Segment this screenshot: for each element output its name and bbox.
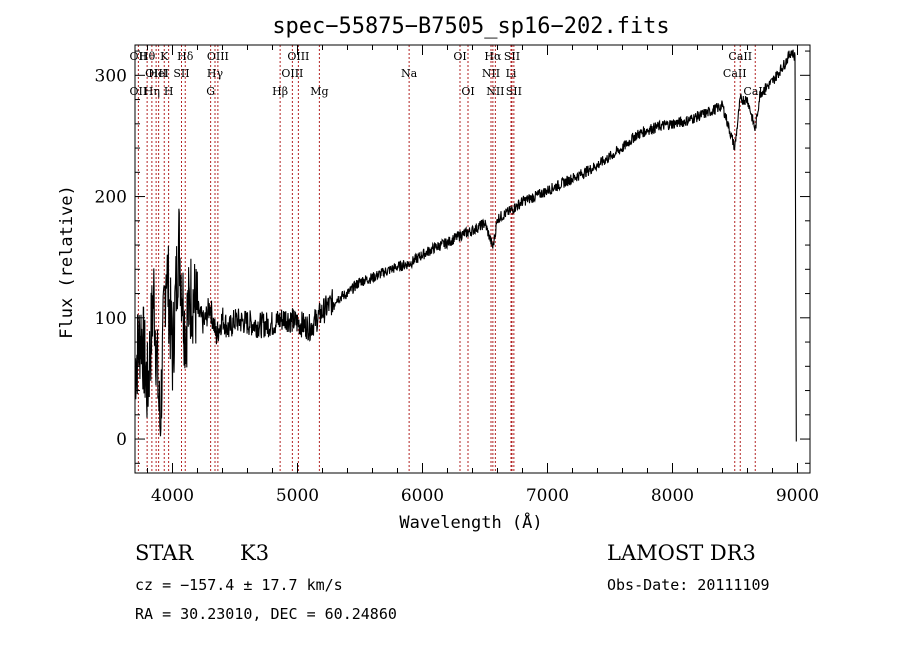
- x-axis-label: Wavelength (Å): [399, 511, 542, 533]
- y-axis: 0 100 200 300: [95, 50, 810, 464]
- line-marker-label: Na: [401, 67, 418, 80]
- chart-title: spec−55875−B7505_sp16−202.fits: [272, 14, 669, 39]
- line-marker-label: Li: [506, 67, 517, 80]
- x-tick-label: 6000: [401, 486, 444, 506]
- x-tick-label: 5000: [276, 486, 319, 506]
- y-tick-label: 0: [116, 430, 127, 450]
- line-marker-label: Mg: [310, 85, 328, 98]
- line-marker-label: Hδ: [177, 50, 194, 63]
- line-marker-label: CaII: [728, 50, 752, 63]
- line-marker-label: G: [206, 85, 215, 98]
- line-marker-label: Hβ: [272, 85, 288, 98]
- line-marker-label: Hη: [144, 85, 160, 98]
- coordinates: RA = 30.23010, DEC = 60.24860: [135, 605, 397, 623]
- line-marker-label: OII: [130, 50, 148, 63]
- line-marker-label: Hγ: [207, 67, 224, 80]
- line-marker-label: OIII: [145, 67, 167, 80]
- x-tick-label: 7000: [526, 486, 569, 506]
- obs-date: Obs-Date: 20111109: [607, 576, 770, 594]
- line-marker-label: OIII: [287, 50, 309, 63]
- object-class: STAR: [135, 541, 194, 565]
- line-marker-label: CaII: [723, 67, 747, 80]
- line-marker-label: OIII: [281, 67, 303, 80]
- y-tick-label: 200: [95, 188, 127, 208]
- x-tick-label: 4000: [151, 486, 194, 506]
- line-marker-label: OI: [461, 85, 474, 98]
- line-marker-label: NII: [486, 85, 504, 98]
- line-marker-label: Hθ: [139, 50, 156, 63]
- line-marker-label: H: [164, 85, 174, 98]
- line-marker-label: SII: [504, 50, 520, 63]
- line-marker-label: NII: [482, 67, 500, 80]
- spectrum-line: [134, 49, 797, 442]
- redshift-cz: cz = −157.4 ± 17.7 km/s: [135, 576, 343, 594]
- x-axis: 4000 5000 6000 7000 8000 9000: [147, 45, 819, 506]
- line-marker-label: OII: [130, 85, 148, 98]
- line-marker-label: HeI: [148, 67, 168, 80]
- y-tick-label: 100: [95, 309, 127, 329]
- x-tick-label: 9000: [776, 486, 819, 506]
- line-marker-label: SII: [506, 85, 522, 98]
- object-subclass: K3: [240, 541, 269, 565]
- line-marker-label: SII: [173, 67, 189, 80]
- line-marker-label: K: [160, 50, 169, 63]
- y-tick-label: 300: [95, 66, 127, 86]
- x-tick-label: 8000: [651, 486, 694, 506]
- line-marker-label: OI: [453, 50, 466, 63]
- survey-name: LAMOST DR3: [607, 541, 756, 565]
- line-marker-label: OIII: [207, 50, 229, 63]
- line-marker-label: Hα: [484, 50, 502, 63]
- y-axis-label: Flux (relative): [57, 185, 77, 339]
- line-marker-group: [137, 45, 756, 473]
